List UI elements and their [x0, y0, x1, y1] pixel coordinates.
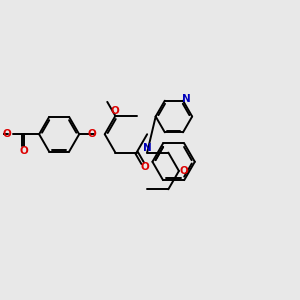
- Text: O: O: [141, 162, 149, 172]
- Text: O: O: [111, 106, 120, 116]
- Text: O: O: [180, 166, 189, 176]
- Text: N: N: [143, 143, 152, 154]
- Text: O: O: [3, 129, 12, 139]
- Text: O: O: [87, 129, 96, 139]
- Text: N: N: [182, 94, 191, 104]
- Text: O: O: [20, 146, 28, 156]
